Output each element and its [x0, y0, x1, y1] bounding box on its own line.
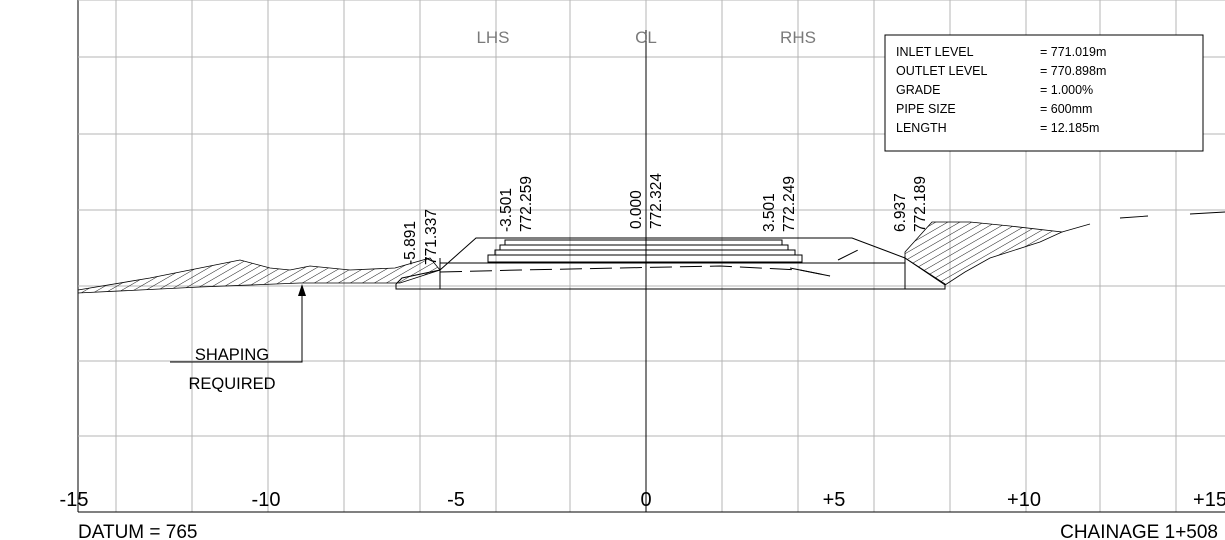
chainage-label: CHAINAGE 1+508	[1060, 522, 1218, 540]
x-tick-label: -10	[252, 489, 281, 511]
x-tick-label: 0	[640, 489, 651, 511]
info-value-length: = 12.185m	[1040, 121, 1099, 135]
info-box: INLET LEVEL = 771.019m OUTLET LEVEL = 77…	[884, 34, 1204, 152]
level-label-5: 772.189	[912, 176, 929, 232]
existing-surface-segment	[789, 267, 831, 277]
right-natural-surface	[1061, 211, 1225, 233]
info-box-frame	[884, 34, 1204, 152]
shaping-note-line1: SHAPING	[195, 346, 269, 364]
right-ground-hatch	[904, 221, 1064, 286]
offset-label-4: 3.501	[761, 193, 778, 232]
x-axis: -15 -10 -5 0 +5 +10 +15	[60, 489, 1225, 511]
info-value-grade: = 1.000%	[1040, 83, 1093, 97]
road-formation	[395, 237, 946, 290]
level-annotations: -5.891 771.337 -3.501 772.259 0.000 772.…	[402, 173, 929, 265]
lhs-label: LHS	[476, 28, 509, 47]
centreline-label: CL	[635, 28, 657, 47]
info-value-inlet: = 771.019m	[1040, 45, 1106, 59]
info-label-outlet: OUTLET LEVEL	[896, 64, 988, 78]
offset-label-1: -5.891	[402, 221, 419, 265]
note-leader	[170, 284, 306, 363]
x-tick-label: +10	[1007, 489, 1041, 511]
level-label-2: 772.259	[518, 176, 535, 232]
level-label-3: 772.324	[648, 173, 665, 229]
info-label-grade: GRADE	[896, 83, 940, 97]
info-label-inlet: INLET LEVEL	[896, 45, 974, 59]
info-value-outlet: = 770.898m	[1040, 64, 1106, 78]
level-label-1: 771.337	[423, 209, 440, 265]
offset-label-3: 0.000	[628, 190, 645, 229]
level-label-4: 772.249	[781, 176, 798, 232]
pavement-layer-4	[487, 254, 803, 263]
shaping-note-line2: REQUIRED	[188, 375, 275, 393]
x-tick-label: -15	[60, 489, 89, 511]
formation-left-batter	[439, 237, 906, 271]
x-tick-label: +15	[1193, 489, 1225, 511]
info-label-pipe-size: PIPE SIZE	[896, 102, 956, 116]
offset-label-2: -3.501	[498, 188, 515, 232]
info-value-pipe-size: = 600mm	[1040, 102, 1092, 116]
x-tick-label: +5	[823, 489, 846, 511]
offset-label-5: 6.937	[892, 193, 909, 232]
rhs-label: RHS	[780, 28, 816, 47]
datum-label: DATUM = 765	[78, 522, 198, 540]
ground-profile	[77, 211, 1225, 294]
left-ground-hatch	[77, 257, 441, 294]
x-tick-label: -5	[447, 489, 465, 511]
info-label-length: LENGTH	[896, 121, 947, 135]
